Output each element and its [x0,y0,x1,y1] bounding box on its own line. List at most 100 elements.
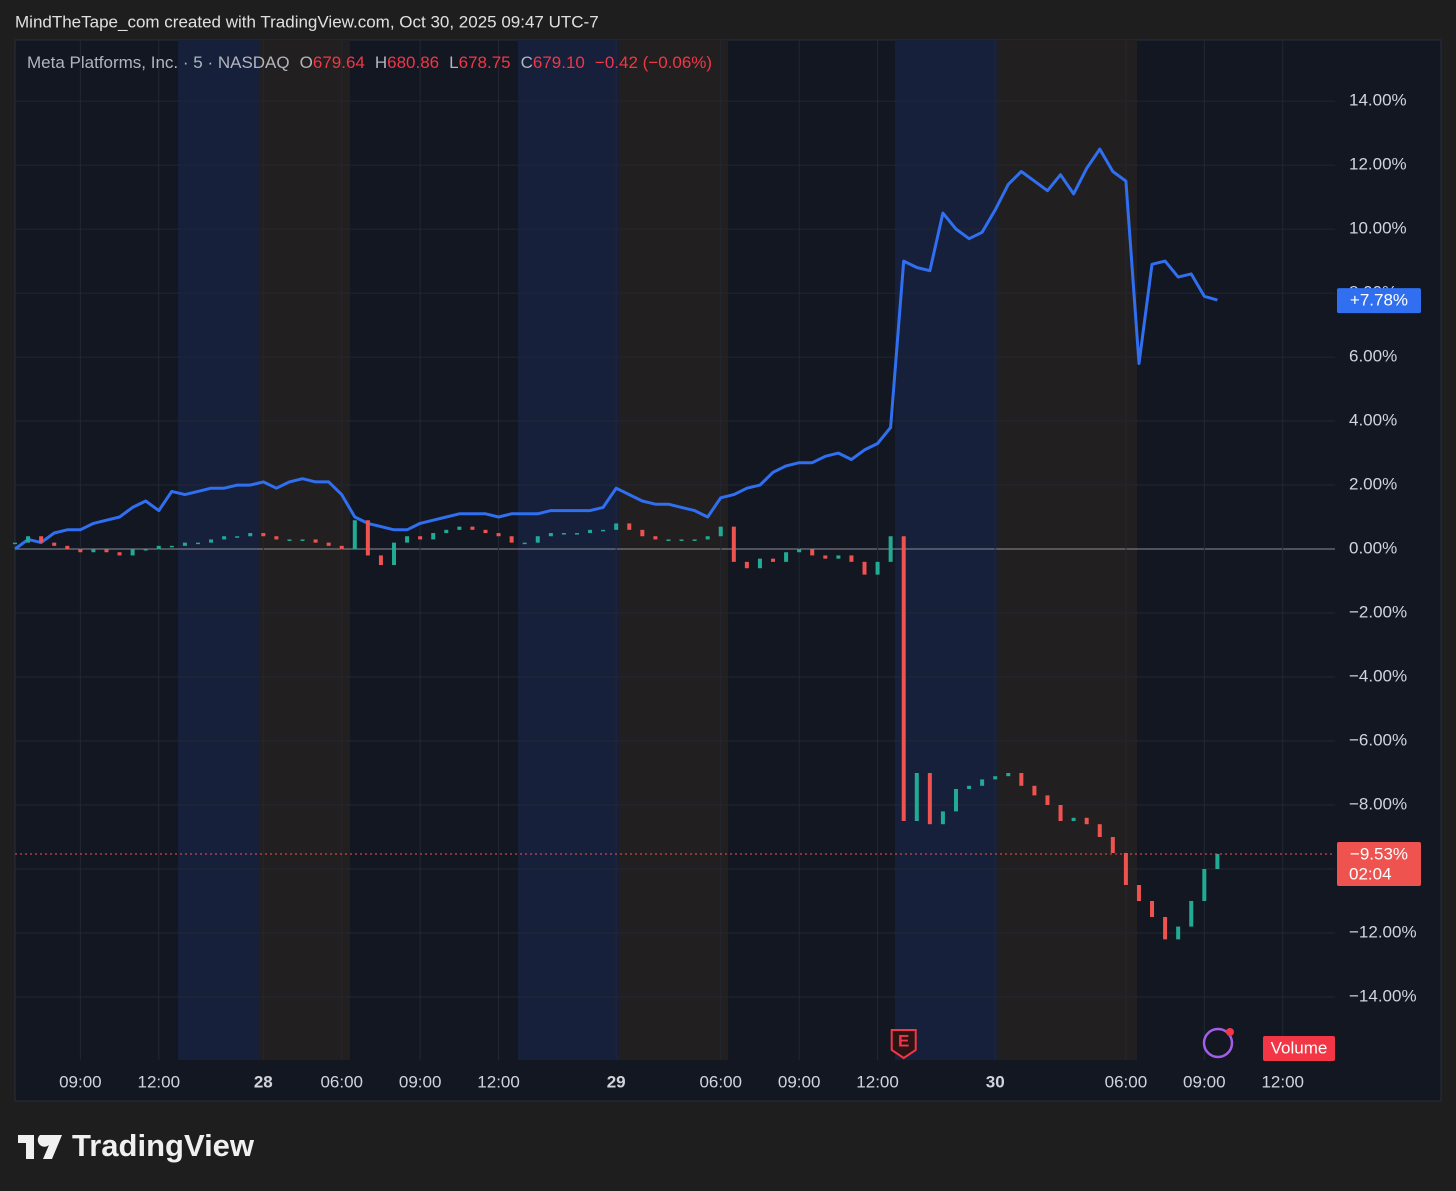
logo-dot [39,1137,47,1145]
candle [1150,900,1155,917]
candle [1006,773,1011,777]
candle [261,533,266,537]
premarket-band [518,40,620,1060]
y-tick-label: 10.00% [1349,219,1407,238]
y-tick-label: 6.00% [1349,347,1397,366]
candle [431,533,436,540]
candle [117,552,122,556]
candle [365,520,370,556]
y-tick-label: −14.00% [1349,986,1417,1005]
price-tag [1337,288,1421,314]
y-tick-label: 2.00% [1349,475,1397,494]
candle [39,536,44,543]
candle [444,529,449,534]
x-tick-label: 06:00 [320,1072,363,1091]
candle [1110,836,1115,853]
afterhours-band [997,40,1137,1060]
candle [744,561,749,569]
logo-mark [18,1135,62,1159]
candle [509,536,514,543]
candle [182,542,187,546]
y-tick-label: −6.00% [1349,730,1407,749]
candle [52,542,57,546]
volume-label: Volume [1271,1038,1328,1057]
legend-change: −0.42 (−0.06%) [595,53,712,72]
y-tick-label: 12.00% [1349,155,1407,174]
candle [418,536,423,540]
candle [104,549,109,553]
candle [300,539,305,541]
candle [352,520,357,550]
candle [1097,824,1102,837]
candle [1202,868,1207,901]
candle [653,536,658,540]
x-tick-label: 09:00 [1183,1072,1226,1091]
candle [209,539,214,543]
candle [326,542,331,546]
event-label: E [898,1031,909,1050]
legend: Meta Platforms, Inc. · 5 · NASDAQ O679.64… [27,53,712,72]
candle [718,526,723,537]
candle [1045,795,1050,805]
ohlc-value: 678.75 [459,53,511,72]
x-tick-label: 06:00 [1105,1072,1148,1091]
candle [222,536,227,540]
candle [392,542,397,566]
candle [1163,916,1168,940]
candle [771,558,776,562]
x-tick-label: 12:00 [856,1072,899,1091]
candle [823,555,828,559]
candle [339,545,344,550]
candle [574,533,579,535]
candle [78,549,83,553]
candle [248,533,253,537]
candle [483,529,488,534]
candle [1058,805,1063,821]
candle [614,523,619,530]
candle [405,536,410,543]
candle [1189,900,1194,927]
candle [156,545,161,550]
candle [588,529,593,534]
candle [640,529,645,537]
candle [679,539,684,541]
price-tag-label: +7.78% [1350,291,1408,310]
candle [274,536,279,540]
candle [940,811,945,825]
candle [561,533,566,535]
candle [313,539,318,543]
candle [1215,853,1220,869]
candle [26,536,31,543]
candle [457,526,462,530]
candle [287,539,292,541]
afterhours-band [620,40,728,1060]
x-tick-label: 06:00 [699,1072,742,1091]
candle [666,539,671,541]
candle [1032,785,1037,796]
candle [535,536,540,543]
candle [169,545,174,548]
event-marker [890,1029,917,1060]
candle [705,536,710,540]
candle [522,542,527,545]
ohlc-label: H [375,53,387,72]
ohlc-label: C [521,53,533,72]
candle [143,549,148,551]
ohlc-value: 679.10 [533,53,585,72]
compare-line [14,147,1218,551]
candle [1123,852,1128,885]
x-tick-label: 12:00 [137,1072,180,1091]
footer-logo [18,1135,62,1159]
candle [993,776,998,780]
candle [130,549,135,556]
candle [627,523,632,530]
candle [901,536,906,821]
candle [980,779,985,786]
brand: TradingView [72,1128,255,1163]
candle [784,552,789,562]
candle [91,549,96,553]
attribution: MindTheTape_com created with TradingView… [15,12,599,31]
alert-dot [1226,1028,1234,1036]
candle [692,539,697,541]
